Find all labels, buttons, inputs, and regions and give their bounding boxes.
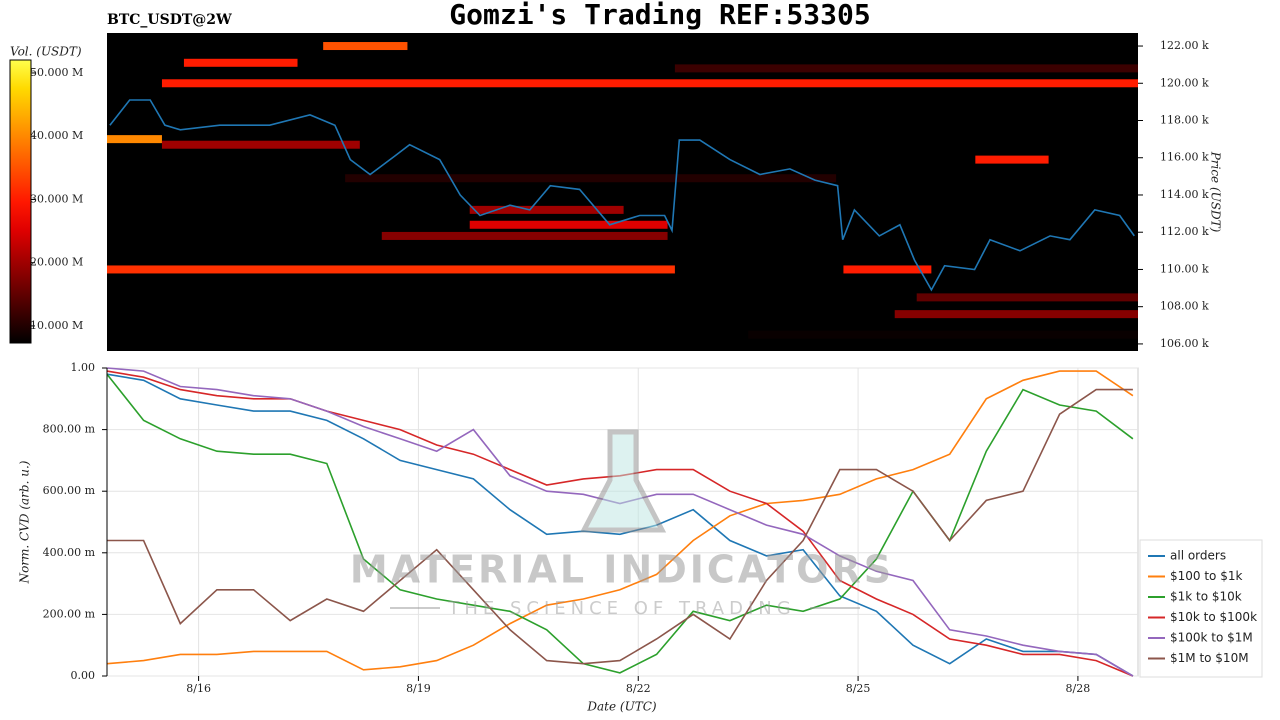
watermark-subtitle: THE SCIENCE OF TRADING	[447, 598, 795, 619]
heat-cell	[748, 330, 1138, 339]
chart-subtitle: BTC_USDT@2W	[107, 12, 232, 28]
heat-cell	[843, 265, 932, 274]
x-tick-label: 8/19	[406, 682, 431, 695]
heat-cell	[975, 155, 1049, 164]
heat-cell	[916, 293, 1138, 302]
heat-cell	[323, 42, 408, 51]
legend-label: $100k to $1M	[1170, 631, 1253, 645]
y-axis-label: Price (USDT)	[1209, 151, 1223, 233]
legend-label: $10k to $100k	[1170, 610, 1257, 624]
y-tick-label: 1.00	[71, 361, 96, 374]
heat-cell	[674, 64, 1138, 73]
y-tick-label: 118.00 k	[1160, 114, 1209, 127]
watermark-title: MATERIAL INDICATORS	[350, 548, 894, 592]
data-line	[107, 388, 1133, 665]
y-tick-label: 112.00 k	[1160, 225, 1209, 238]
y-tick-label: 0.00	[71, 669, 96, 682]
legend	[1139, 539, 1263, 678]
x-tick-label: 8/28	[1066, 682, 1091, 695]
x-tick-label: 8/25	[846, 682, 871, 695]
y-tick-label: 108.00 k	[1160, 300, 1209, 313]
colorbar-tick-label: 20.000 M	[30, 256, 83, 269]
y-axis-label: Norm. CVD (arb. u.)	[18, 460, 32, 584]
heat-cell	[894, 310, 1138, 319]
data-line	[106, 373, 1134, 677]
heat-cell	[469, 220, 668, 229]
flask-icon	[579, 429, 667, 533]
legend-label: $100 to $1k	[1170, 569, 1242, 583]
y-tick-label: 116.00 k	[1160, 151, 1209, 164]
y-tick-label: 106.00 k	[1160, 337, 1209, 350]
heat-cell	[161, 79, 1139, 88]
heat-cell	[107, 135, 162, 144]
chart-title: Gomzi's Trading REF:53305	[449, 0, 870, 31]
x-tick-label: 8/22	[626, 682, 651, 695]
data-line	[109, 99, 1135, 292]
y-tick-label: 110.00 k	[1160, 262, 1209, 275]
colorbar	[9, 59, 32, 344]
heat-cell	[381, 231, 668, 240]
colorbar-tick-label: 30.000 M	[30, 192, 83, 205]
colorbar-tick-label: 40.000 M	[30, 129, 83, 142]
y-tick-label: 114.00 k	[1160, 188, 1209, 201]
legend-label: all orders	[1170, 549, 1226, 563]
y-tick-label: 400.00 m	[43, 546, 96, 559]
data-line	[106, 370, 1134, 671]
x-tick-label: 8/16	[186, 682, 211, 695]
legend-label: $1M to $10M	[1170, 651, 1249, 665]
heat-cell	[107, 265, 675, 274]
y-tick-label: 200.00 m	[43, 607, 96, 620]
data-line	[106, 373, 1134, 674]
colorbar-tick-label: 50.000 M	[30, 66, 83, 79]
y-tick-label: 120.00 k	[1160, 76, 1209, 89]
heatmap-panel	[107, 33, 1139, 351]
legend-label: $1k to $10k	[1170, 590, 1242, 604]
colorbar-tick-label: 10.000 M	[30, 319, 83, 332]
heat-cell	[183, 58, 298, 67]
y-tick-label: 800.00 m	[43, 423, 96, 436]
watermark-icon	[390, 429, 860, 609]
heat-cell	[469, 205, 624, 214]
y-tick-label: 122.00 k	[1160, 39, 1209, 52]
colorbar-label: Vol. (USDT)	[10, 45, 82, 59]
heat-cell	[161, 140, 360, 149]
x-axis-label: Date (UTC)	[586, 700, 656, 714]
y-tick-label: 600.00 m	[43, 484, 96, 497]
heat-cell	[345, 174, 837, 183]
